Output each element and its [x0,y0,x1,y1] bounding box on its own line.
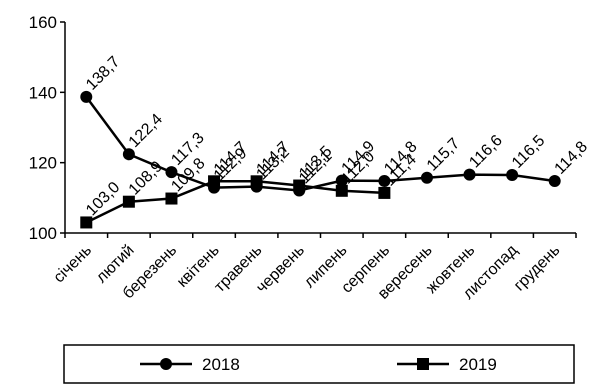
data-point-2018 [165,166,178,179]
y-tick-label: 120 [29,154,57,173]
data-point-2018 [80,90,93,103]
data-label-2018: 114,8 [552,138,592,178]
x-tick-label: грудень [511,242,564,295]
data-point-2019 [335,184,348,197]
legend-marker-2018 [160,358,172,370]
data-point-2018 [335,174,348,187]
y-tick-label: 140 [29,83,57,102]
data-label-2019: 108,9 [126,158,166,198]
data-point-2019 [122,195,135,208]
x-tick-group: січеньлютийберезеньквітеньтравеньчервень… [51,233,577,303]
data-point-2018 [378,174,391,187]
series-line-2018 [85,96,555,192]
data-point-2018 [548,174,561,187]
x-axis: січеньлютийберезеньквітеньтравеньчервень… [51,232,577,303]
y-tick-group: 100 120 140 160 [29,13,65,243]
data-label-2018: 122,4 [126,111,166,151]
data-label-2018: 138,7 [83,53,123,93]
data-point-2019 [250,175,263,188]
series-group [80,90,561,229]
data-point-2019 [293,179,306,192]
data-point-2019 [80,216,93,229]
data-point-2018 [122,148,135,161]
y-tick-label: 100 [29,224,57,243]
data-point-2018 [506,168,519,181]
legend-label-2018: 2018 [202,355,240,374]
legend: 2018 2019 [63,344,575,384]
y-axis: 100 120 140 160 [29,13,66,243]
x-tick-label: січень [51,242,96,287]
data-label-2018: 115,7 [424,135,464,175]
data-point-2018 [463,168,476,181]
legend-label-2019: 2019 [459,355,497,374]
legend-marker-2019 [417,358,429,370]
data-point-2018 [420,171,433,184]
data-point-2019 [378,186,391,199]
data-label-2018: 116,6 [466,132,506,172]
y-tick-label: 160 [29,13,57,32]
data-label-2018: 116,5 [509,132,549,172]
data-point-2019 [165,192,178,205]
series-line-2019 [85,180,385,224]
data-point-2019 [208,175,221,188]
